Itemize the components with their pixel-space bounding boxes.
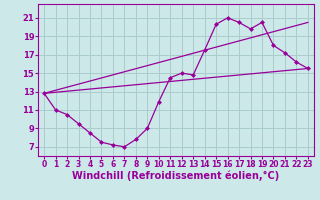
X-axis label: Windchill (Refroidissement éolien,°C): Windchill (Refroidissement éolien,°C)	[72, 171, 280, 181]
